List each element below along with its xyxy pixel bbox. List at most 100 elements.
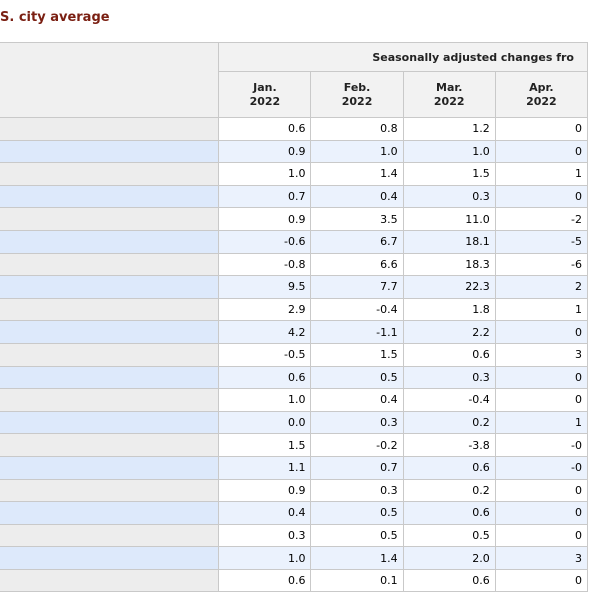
value-cell: -0.4 (402, 388, 496, 412)
value-cell: 1.0 (218, 162, 312, 186)
value-cell: 6.6 (310, 252, 404, 277)
value-cell: 3 (494, 342, 589, 367)
table-row: -0.5 1.5 0.6 3 (0, 342, 589, 367)
value-cell: 3 (494, 546, 589, 570)
table-row: 0.7 0.4 0.3 0 (0, 184, 589, 209)
row-label-cell (0, 455, 220, 480)
value-cell: 0.0 (218, 410, 312, 435)
year-label: 2022 (249, 94, 281, 108)
cpi-changes-table: Seasonally adjusted changes fro Jan. 2022… (0, 42, 589, 593)
row-label-cell (0, 501, 220, 525)
table-row: 9.5 7.7 22.3 2 (0, 275, 589, 299)
row-label-cell (0, 365, 220, 390)
value-cell: 0 (494, 523, 589, 548)
value-cell: 11.0 (402, 207, 496, 231)
value-cell: 0.4 (310, 184, 404, 209)
value-cell: 0.3 (218, 523, 312, 548)
value-cell: 1.0 (218, 388, 312, 412)
value-cell: 1.5 (310, 342, 404, 367)
row-label-cell (0, 207, 220, 231)
value-cell: 0.7 (218, 184, 312, 209)
value-cell: 0.9 (218, 478, 312, 503)
value-cell: 0.3 (310, 410, 404, 435)
value-cell: 1.4 (310, 162, 404, 186)
row-label-cell (0, 184, 220, 209)
value-cell: 0 (494, 568, 589, 593)
table-row: 4.2 -1.1 2.2 0 (0, 320, 589, 344)
value-cell: 0.6 (402, 568, 496, 593)
table-row: 0.6 0.5 0.3 0 (0, 365, 589, 390)
value-cell: 1 (494, 410, 589, 435)
value-cell: 1.0 (218, 546, 312, 570)
value-cell: 0.6 (218, 117, 312, 141)
row-label-cell (0, 410, 220, 435)
value-cell: 0.2 (402, 478, 496, 503)
row-label-cell (0, 546, 220, 570)
table-row: 0.0 0.3 0.2 1 (0, 410, 589, 435)
row-label-cell (0, 523, 220, 548)
value-cell: 0.9 (218, 139, 312, 164)
value-cell: 0.6 (402, 342, 496, 367)
table-row: 0.3 0.5 0.5 0 (0, 523, 589, 548)
value-cell: 1.5 (218, 433, 312, 457)
value-cell: 1.5 (402, 162, 496, 186)
value-cell: 0.5 (310, 501, 404, 525)
row-label-cell (0, 139, 220, 164)
value-cell: 0 (494, 478, 589, 503)
value-cell: 0.6 (218, 365, 312, 390)
value-cell: 0.4 (310, 388, 404, 412)
table-row: -0.6 6.7 18.1 -5 (0, 229, 589, 254)
table-row: 0.9 3.5 11.0 -2 (0, 207, 589, 231)
month-label: Apr. (529, 80, 554, 94)
value-cell: -0.8 (218, 252, 312, 277)
row-label-cell (0, 162, 220, 186)
value-cell: 2.9 (218, 297, 312, 322)
month-column-header: Jan. 2022 (218, 71, 312, 118)
value-cell: 0.9 (218, 207, 312, 231)
item-column-header (0, 42, 220, 118)
row-label-cell (0, 342, 220, 367)
row-label-cell (0, 433, 220, 457)
value-cell: 0.5 (402, 523, 496, 548)
month-label: Feb. (343, 80, 371, 94)
row-label-cell (0, 320, 220, 344)
value-cell: 0.4 (218, 501, 312, 525)
value-cell: 1 (494, 162, 589, 186)
value-cell: 1.0 (402, 139, 496, 164)
value-cell: 18.1 (402, 229, 496, 254)
value-cell: 0 (494, 365, 589, 390)
value-cell: 0.6 (218, 568, 312, 593)
year-label: 2022 (526, 94, 557, 108)
value-cell: 1.1 (218, 455, 312, 480)
value-cell: 0 (494, 117, 589, 141)
row-label-cell (0, 252, 220, 277)
table-row: 0.6 0.8 1.2 0 (0, 117, 589, 141)
table-row: 0.6 0.1 0.6 0 (0, 568, 589, 593)
value-cell: -1.1 (310, 320, 404, 344)
value-cell: -5 (494, 229, 589, 254)
table-row: 0.4 0.5 0.6 0 (0, 501, 589, 525)
table-row: 2.9 -0.4 1.8 1 (0, 297, 589, 322)
value-cell: 1.0 (310, 139, 404, 164)
value-cell: -2 (494, 207, 589, 231)
value-cell: 1.8 (402, 297, 496, 322)
table-row: 0.9 0.3 0.2 0 (0, 478, 589, 503)
table-row: 1.0 1.4 2.0 3 (0, 546, 589, 570)
value-cell: 0.3 (402, 184, 496, 209)
year-label: 2022 (341, 94, 373, 108)
value-cell: 0.6 (402, 455, 496, 480)
value-cell: 0.5 (310, 523, 404, 548)
value-cell: 0.2 (402, 410, 496, 435)
value-cell: 0 (494, 501, 589, 525)
table-row: 1.0 1.4 1.5 1 (0, 162, 589, 186)
group-header: Seasonally adjusted changes fro (218, 42, 588, 72)
row-label-cell (0, 117, 220, 141)
value-cell: 0.7 (310, 455, 404, 480)
table-row: 1.0 0.4 -0.4 0 (0, 388, 589, 412)
month-label: Jan. (253, 80, 277, 94)
value-cell: 1.2 (402, 117, 496, 141)
value-cell: 2.0 (402, 546, 496, 570)
value-cell: 18.3 (402, 252, 496, 277)
value-cell: 0 (494, 320, 589, 344)
month-column-header: Apr. 2022 (494, 71, 589, 118)
